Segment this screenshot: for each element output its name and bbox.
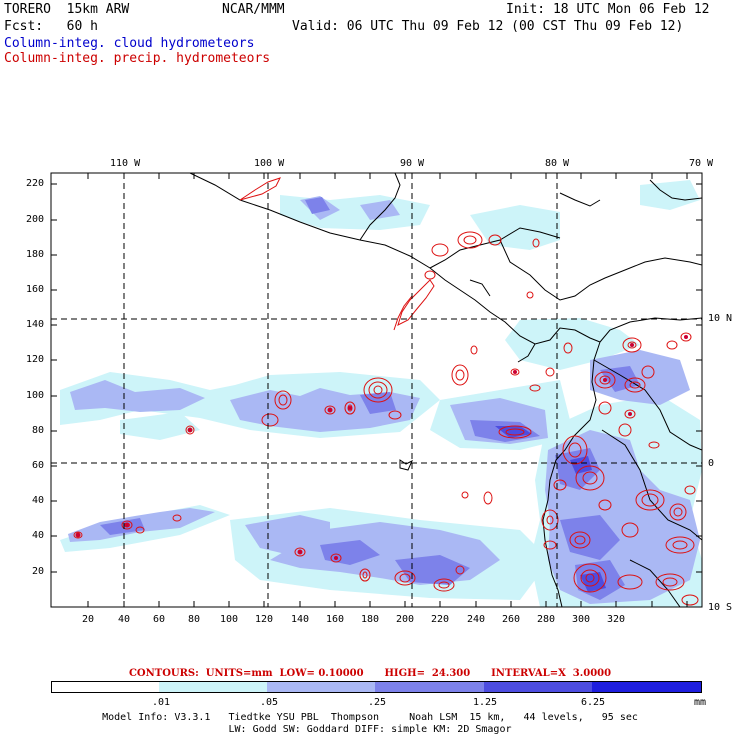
y-axis-ticks (51, 183, 702, 573)
lat-label-10s: 10 S (708, 602, 733, 613)
y-tick-label: 200 (26, 214, 45, 225)
x-tick-label: 300 (572, 614, 591, 625)
y-tick-label: 20 (32, 566, 45, 577)
y-tick-label: 60 (32, 460, 45, 471)
y-tick-label: 140 (26, 319, 45, 330)
lon-label-70w: 70 W (689, 158, 714, 169)
legend-unit: mm (694, 697, 707, 708)
valid-time: Valid: 06 UTC Thu 09 Feb 12 (00 CST Thu … (292, 19, 684, 34)
y-tick-label: 220 (26, 178, 45, 189)
x-tick-label: 80 (188, 614, 201, 625)
coastlines (189, 173, 702, 607)
lat-label-0: 0 (708, 458, 715, 469)
legend-label: .01 (152, 697, 171, 708)
init-time: Init: 18 UTC Mon 06 Feb 12 (506, 2, 710, 17)
x-tick-label: 120 (255, 614, 274, 625)
y-tick-label: 180 (26, 249, 45, 260)
x-tick-label: 100 (220, 614, 239, 625)
x-tick-label: 40 (118, 614, 131, 625)
lon-label-90w: 90 W (400, 158, 425, 169)
y-tick-label: 120 (26, 354, 45, 365)
forecast-hour: Fcst: 60 h (4, 19, 98, 34)
legend-label: 1.25 (473, 697, 498, 708)
legend-label: 6.25 (581, 697, 606, 708)
lon-label-100w: 100 W (254, 158, 285, 169)
x-tick-label: 140 (291, 614, 310, 625)
x-tick-label: 200 (396, 614, 415, 625)
legend-label: .25 (368, 697, 387, 708)
legend-label: .05 (260, 697, 279, 708)
x-tick-label: 20 (82, 614, 95, 625)
lat-label-10n: 10 N (708, 313, 733, 324)
plot-frame (50, 172, 703, 608)
model-title: TORERO 15km ARW (4, 2, 130, 17)
y-tick-label: 40 (32, 495, 45, 506)
model-info-line1: Model Info: V3.3.1 Tiedtke YSU PBL Thomp… (102, 712, 638, 723)
y-tick-label: 100 (26, 390, 45, 401)
center-name: NCAR/MMM (222, 2, 285, 17)
x-tick-label: 280 (537, 614, 556, 625)
y-tick-label: 80 (32, 425, 45, 436)
lon-label-110w: 110 W (110, 158, 141, 169)
x-tick-label: 260 (502, 614, 521, 625)
x-tick-label: 220 (431, 614, 450, 625)
lat-lon-grid (51, 173, 702, 607)
x-tick-label: 60 (153, 614, 166, 625)
x-tick-label: 320 (607, 614, 626, 625)
x-tick-label: 160 (326, 614, 345, 625)
precip-cores (76, 335, 688, 560)
x-tick-label: 180 (361, 614, 380, 625)
field-precip-label: Column-integ. precip. hydrometeors (4, 51, 271, 66)
legend-frame (51, 681, 702, 693)
cloud-shading-mid (68, 196, 700, 604)
contour-info: CONTOURS: UNITS=mm LOW= 0.10000 HIGH= 24… (128, 668, 612, 679)
x-axis-ticks (87, 173, 688, 607)
y-tick-label: 40 (32, 530, 45, 541)
field-cloud-label: Column-integ. cloud hydrometeors (4, 36, 255, 51)
x-tick-label: 240 (467, 614, 486, 625)
y-tick-label: 160 (26, 284, 45, 295)
model-info-line2: LW: Godd SW: Goddard DIFF: simple KM: 2D… (228, 724, 512, 735)
lon-label-80w: 80 W (545, 158, 570, 169)
